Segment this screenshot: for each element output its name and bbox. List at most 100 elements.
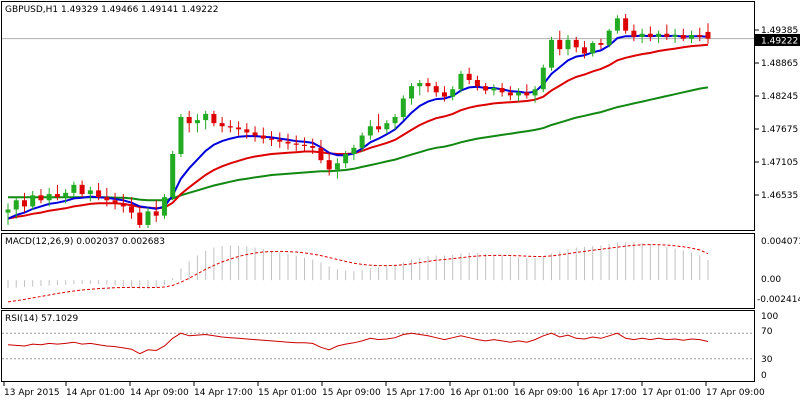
bear-candle	[293, 143, 299, 145]
bull-candle	[450, 89, 456, 97]
ema-slow-line	[8, 86, 709, 202]
rsi-pane-marks	[2, 332, 754, 360]
bear-candle	[112, 200, 118, 204]
bear-candle	[705, 31, 711, 39]
bear-candle	[252, 132, 258, 136]
bear-candle	[507, 92, 513, 96]
bear-candle	[96, 190, 102, 198]
time-label: 16 Apr 09:00	[514, 388, 573, 398]
time-label: 15 Apr 01:00	[258, 388, 317, 398]
bear-candle	[623, 18, 629, 31]
bear-candle	[285, 141, 291, 144]
time-label: 15 Apr 09:00	[322, 388, 381, 398]
bull-candle	[606, 30, 612, 45]
macd-tick-label: 0.00	[761, 275, 781, 285]
bull-candle	[5, 209, 11, 213]
bull-candle	[417, 83, 423, 87]
bear-candle	[260, 135, 266, 139]
time-label: 14 Apr 17:00	[194, 388, 253, 398]
price-tick-label: 1.47675	[761, 125, 798, 135]
bull-candle	[549, 39, 555, 68]
rsi-axis: 100 70 30 0	[761, 312, 778, 381]
price-tick-label: 1.46535	[761, 191, 798, 201]
rsi-tick-label: 100	[761, 312, 778, 322]
bear-candle	[318, 147, 324, 161]
bear-candle	[211, 113, 217, 124]
bear-candle	[680, 34, 686, 39]
bear-candle	[326, 160, 332, 170]
bear-candle	[120, 203, 126, 207]
bull-candle	[170, 154, 176, 198]
macd-axis: 0.004071 0.00 -0.002414	[757, 237, 800, 305]
bear-candle	[79, 184, 85, 195]
rsi-pane-frame	[1, 310, 755, 382]
macd-pane-marks	[7, 242, 709, 303]
bear-candle	[310, 145, 316, 148]
bear-candle	[647, 33, 653, 37]
time-label: 17 Apr 09:00	[706, 388, 765, 398]
rsi-tick-label: 30	[761, 355, 773, 365]
rsi-tick-label: 70	[761, 327, 773, 337]
current-price-label: 1.49222	[761, 37, 798, 47]
price-tick-label: 1.48245	[761, 92, 798, 102]
rsi-tick-label: 0	[761, 371, 767, 381]
bull-candle	[409, 86, 415, 99]
bull-candle	[30, 195, 36, 207]
bear-candle	[466, 73, 472, 80]
main-pane-marks	[5, 14, 711, 228]
bull-candle	[614, 18, 620, 31]
bear-candle	[236, 127, 242, 130]
rsi-pane-title: RSI(14) 57.1029	[5, 314, 78, 324]
bull-candle	[689, 34, 695, 39]
bull-candle	[145, 211, 151, 225]
price-tick-label: 1.49385	[761, 26, 798, 36]
bull-candle	[392, 117, 398, 124]
bull-candle	[359, 135, 365, 148]
main-pane-title: GBPUSD,H1 1.49329 1.49466 1.49141 1.4922…	[5, 5, 218, 15]
bull-candle	[516, 92, 522, 96]
bear-candle	[697, 34, 703, 37]
time-label: 14 Apr 09:00	[130, 388, 189, 398]
bear-candle	[598, 43, 604, 45]
bear-candle	[425, 83, 431, 87]
time-label: 13 Apr 2015	[4, 388, 60, 398]
bear-candle	[219, 123, 225, 127]
bull-candle	[458, 73, 464, 90]
bull-candle	[203, 113, 209, 121]
bear-candle	[557, 39, 563, 50]
bear-candle	[129, 206, 135, 213]
time-label: 15 Apr 17:00	[386, 388, 445, 398]
time-label: 16 Apr 01:00	[450, 388, 509, 398]
bear-candle	[227, 126, 233, 128]
bull-candle	[540, 67, 546, 90]
bear-candle	[21, 200, 27, 207]
main-pane-frame	[1, 1, 755, 231]
bull-candle	[351, 147, 357, 154]
bear-candle	[153, 211, 159, 216]
bull-candle	[656, 33, 662, 37]
price-tick-label: 1.48865	[761, 59, 798, 69]
bull-candle	[13, 200, 19, 210]
bull-candle	[178, 117, 184, 154]
price-tick-label: 1.47105	[761, 158, 798, 168]
macd-pane-title: MACD(12,26,9) 0.002037 0.002683	[5, 237, 165, 247]
bull-candle	[400, 98, 406, 117]
bull-candle	[491, 88, 497, 91]
bull-candle	[161, 197, 167, 216]
bull-candle	[639, 33, 645, 37]
bull-candle	[343, 154, 349, 164]
bull-candle	[87, 190, 93, 195]
bull-candle	[532, 89, 538, 96]
bull-candle	[334, 163, 340, 170]
bear-candle	[441, 92, 447, 97]
bear-candle	[573, 39, 579, 48]
time-label: 14 Apr 01:00	[66, 388, 125, 398]
bear-candle	[483, 86, 489, 91]
bull-candle	[384, 123, 390, 130]
bull-candle	[194, 120, 200, 124]
bear-candle	[664, 33, 670, 37]
bear-candle	[38, 195, 44, 201]
bear-candle	[277, 139, 283, 142]
bull-candle	[63, 192, 69, 198]
